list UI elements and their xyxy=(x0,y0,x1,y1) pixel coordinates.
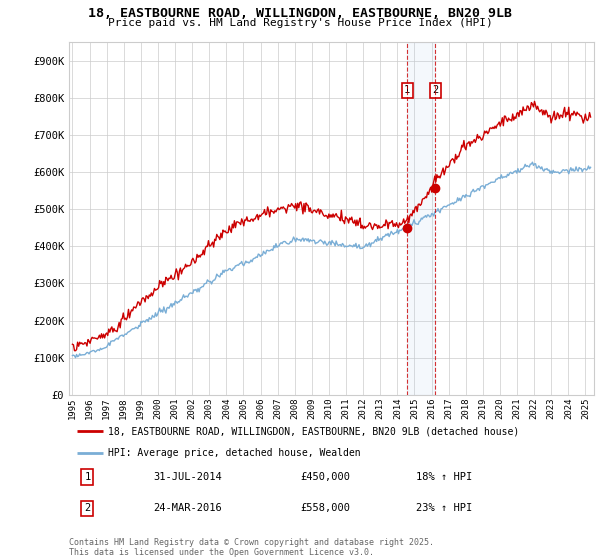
Text: 31-JUL-2014: 31-JUL-2014 xyxy=(153,472,222,482)
Text: £450,000: £450,000 xyxy=(300,472,350,482)
Bar xyxy=(407,42,436,395)
Text: 2: 2 xyxy=(84,503,91,514)
Text: 24-MAR-2016: 24-MAR-2016 xyxy=(153,503,222,514)
Text: 18, EASTBOURNE ROAD, WILLINGDON, EASTBOURNE, BN20 9LB: 18, EASTBOURNE ROAD, WILLINGDON, EASTBOU… xyxy=(88,7,512,20)
Text: 2: 2 xyxy=(433,85,439,95)
Text: Price paid vs. HM Land Registry's House Price Index (HPI): Price paid vs. HM Land Registry's House … xyxy=(107,18,493,28)
Text: 23% ↑ HPI: 23% ↑ HPI xyxy=(415,503,472,514)
Text: 18% ↑ HPI: 18% ↑ HPI xyxy=(415,472,472,482)
Text: £558,000: £558,000 xyxy=(300,503,350,514)
Text: 1: 1 xyxy=(404,85,410,95)
Text: HPI: Average price, detached house, Wealden: HPI: Average price, detached house, Weal… xyxy=(109,448,361,458)
Text: 18, EASTBOURNE ROAD, WILLINGDON, EASTBOURNE, BN20 9LB (detached house): 18, EASTBOURNE ROAD, WILLINGDON, EASTBOU… xyxy=(109,426,520,436)
Text: 1: 1 xyxy=(84,472,91,482)
Text: Contains HM Land Registry data © Crown copyright and database right 2025.
This d: Contains HM Land Registry data © Crown c… xyxy=(69,538,434,557)
